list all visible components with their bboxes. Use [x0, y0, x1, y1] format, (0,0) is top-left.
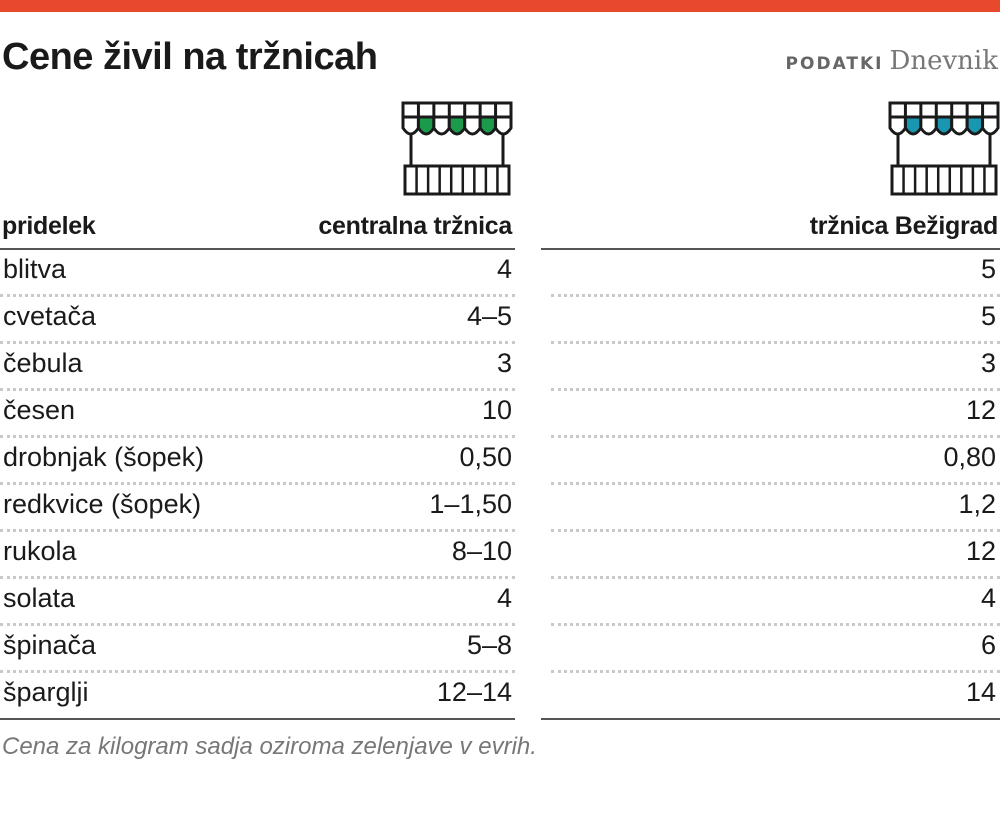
price-bezigrad: 1,2: [958, 489, 996, 519]
price-bezigrad: 3: [980, 348, 996, 378]
product-name: špinača: [3, 630, 97, 660]
price-central: 0,50: [459, 442, 512, 472]
table-row: česen 10 12: [0, 391, 1000, 438]
header-rule: [541, 248, 1000, 250]
row-separator: [551, 435, 1000, 438]
chart-title: Cene živil na tržnicah: [2, 36, 378, 78]
row-separator: [0, 294, 515, 297]
row-separator: [551, 341, 1000, 344]
price-bezigrad: 14: [965, 677, 996, 707]
row-separator: [0, 670, 515, 673]
accent-bar: [0, 0, 1000, 12]
row-separator: [551, 576, 1000, 579]
product-name: česen: [3, 395, 76, 425]
table-row: rukola 8–10 12: [0, 532, 1000, 579]
price-central: 8–10: [451, 536, 512, 566]
table-row: redkvice (šopek) 1–1,50 1,2: [0, 485, 1000, 532]
row-separator: [0, 623, 515, 626]
table-row: blitva 4 5: [0, 250, 1000, 297]
row-separator: [551, 388, 1000, 391]
price-central: 4–5: [466, 301, 512, 331]
row-separator: [0, 341, 515, 344]
source-label: PODATKI: [785, 54, 884, 74]
market-stall-icon: [401, 101, 513, 196]
market-stall-icon: [888, 101, 1000, 196]
column-header-product: pridelek: [2, 212, 96, 240]
price-central: 1–1,50: [429, 489, 512, 519]
price-central: 12–14: [436, 677, 512, 707]
product-name: blitva: [3, 254, 67, 284]
source-brand: Dnevnik: [889, 46, 998, 76]
product-name: čebula: [3, 348, 83, 378]
source-credit: PODATKI Dnevnik: [786, 46, 998, 76]
price-bezigrad: 0,80: [943, 442, 996, 472]
table-bottom-rule: [541, 718, 1000, 720]
row-separator: [0, 388, 515, 391]
row-separator: [551, 482, 1000, 485]
product-name: šparglji: [3, 677, 89, 707]
table-row: drobnjak (šopek) 0,50 0,80: [0, 438, 1000, 485]
row-separator: [551, 294, 1000, 297]
price-bezigrad: 12: [965, 536, 996, 566]
table-row: cvetača 4–5 5: [0, 297, 1000, 344]
column-header-central: centralna tržnica: [318, 212, 512, 240]
product-name: cvetača: [3, 301, 97, 331]
header-rule: [0, 248, 515, 250]
price-central: 5–8: [466, 630, 512, 660]
row-separator: [551, 529, 1000, 532]
row-separator: [0, 576, 515, 579]
row-separator: [551, 623, 1000, 626]
table-row: solata 4 4: [0, 579, 1000, 626]
product-name: rukola: [3, 536, 77, 566]
table-footnote: Cena za kilogram sadja oziroma zelenjave…: [2, 733, 537, 760]
price-bezigrad: 4: [980, 583, 996, 613]
row-separator: [0, 529, 515, 532]
table-row: špinača 5–8 6: [0, 626, 1000, 673]
product-name: drobnjak (šopek): [3, 442, 205, 472]
product-name: redkvice (šopek): [3, 489, 202, 519]
product-name: solata: [3, 583, 76, 613]
column-header-bezigrad: tržnica Bežigrad: [809, 212, 999, 240]
price-bezigrad: 5: [980, 254, 996, 284]
table-row: čebula 3 3: [0, 344, 1000, 391]
row-separator: [0, 482, 515, 485]
price-central: 10: [481, 395, 512, 425]
price-central: 3: [496, 348, 512, 378]
price-bezigrad: 12: [965, 395, 996, 425]
table-bottom-rule: [0, 718, 515, 720]
row-separator: [0, 435, 515, 438]
price-central: 4: [496, 254, 512, 284]
price-bezigrad: 5: [980, 301, 996, 331]
row-separator: [551, 670, 1000, 673]
price-central: 4: [496, 583, 512, 613]
table-row: šparglji 12–14 14: [0, 673, 1000, 720]
price-bezigrad: 6: [980, 630, 996, 660]
